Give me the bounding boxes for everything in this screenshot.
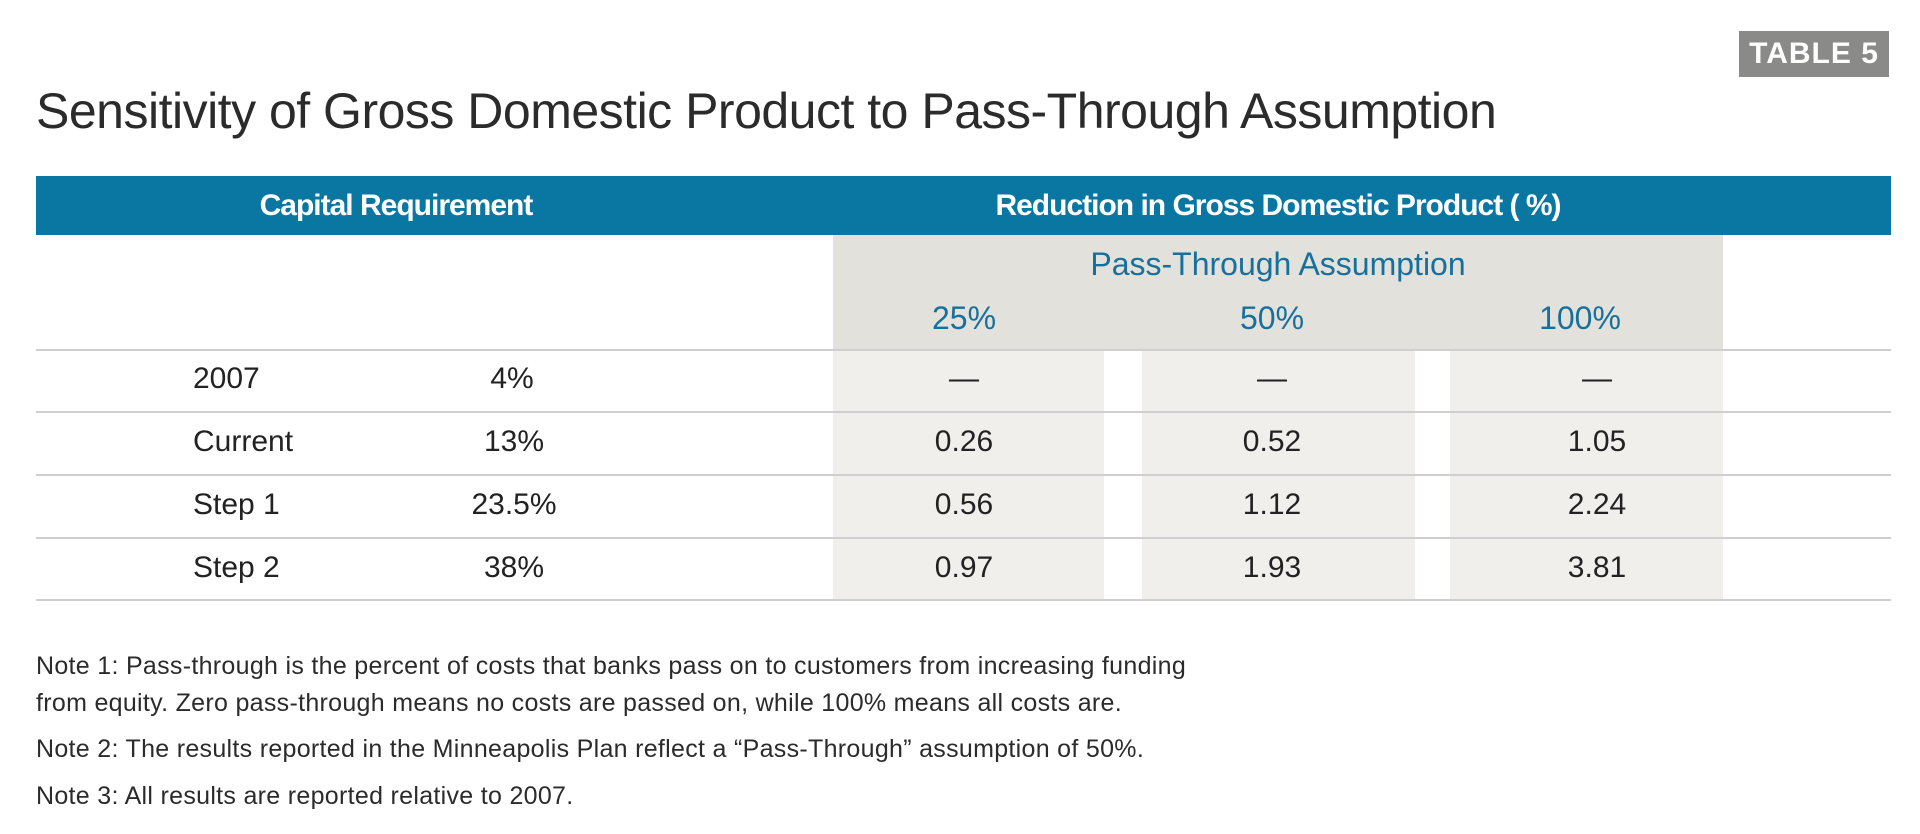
table-cell: 1.05 <box>1567 425 1627 458</box>
table-cell: — <box>1257 362 1287 395</box>
subheader-shading <box>833 235 1723 350</box>
table-cell: — <box>949 362 979 395</box>
table-header-bar: Capital Requirement Reduction in Gross D… <box>36 176 1891 235</box>
note-1: Note 1: Pass-through is the percent of c… <box>36 652 1187 680</box>
table-cell: — <box>1582 362 1612 395</box>
table-cell: 3.81 <box>1567 551 1627 584</box>
table-cell: 1.93 <box>1242 551 1302 584</box>
row-divider <box>36 599 1891 601</box>
table-cell: 2.24 <box>1567 488 1627 521</box>
page-title: Sensitivity of Gross Domestic Product to… <box>36 83 1497 139</box>
row-requirement: 4% <box>490 362 534 395</box>
note-3: Note 3: All results are reported relativ… <box>36 782 574 810</box>
row-requirement: 13% <box>483 425 545 458</box>
row-requirement: 23.5% <box>471 488 557 521</box>
table-cell: 0.52 <box>1242 425 1302 458</box>
table-badge: TABLE 5 <box>1739 31 1889 77</box>
note-2: Note 2: The results reported in the Minn… <box>36 735 1145 763</box>
table-cell: 0.26 <box>934 425 994 458</box>
row-label: Step 1 <box>193 488 280 521</box>
row-label: Step 2 <box>193 551 280 584</box>
row-requirement: 38% <box>483 551 545 584</box>
table-cell: 0.97 <box>934 551 994 584</box>
table-cell: 0.56 <box>934 488 994 521</box>
row-divider <box>36 411 1891 413</box>
subheader-pass-through: Pass-Through Assumption <box>1090 246 1466 282</box>
row-label: Current <box>193 425 294 458</box>
row-divider <box>36 349 1891 351</box>
row-label: 2007 <box>193 362 260 395</box>
row-divider <box>36 537 1891 539</box>
note-1-continued: from equity. Zero pass-through means no … <box>36 689 1122 717</box>
header-gdp-reduction: Reduction in Gross Domestic Product ( %) <box>995 188 1561 222</box>
header-capital-requirement: Capital Requirement <box>259 188 534 222</box>
row-divider <box>36 474 1891 476</box>
column-header-25: 25% <box>931 300 997 336</box>
column-header-100: 100% <box>1539 300 1621 336</box>
column-header-50: 50% <box>1239 300 1305 336</box>
table-cell: 1.12 <box>1242 488 1302 521</box>
